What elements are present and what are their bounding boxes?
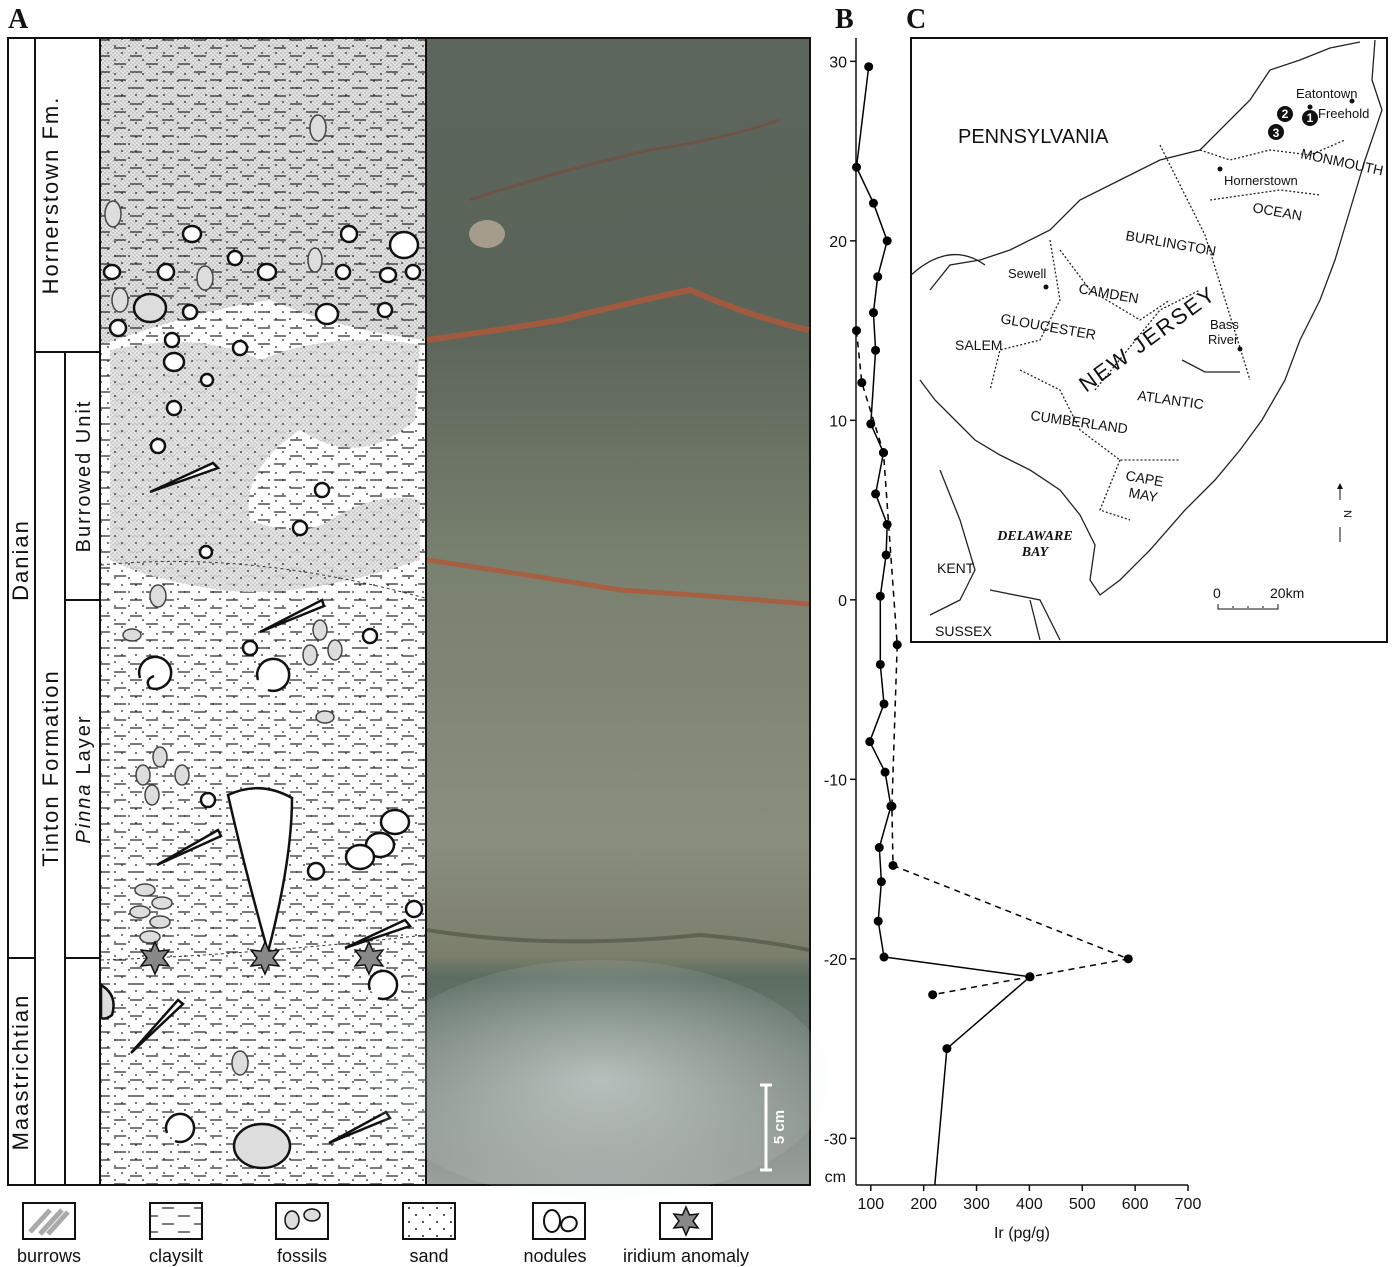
data-point	[871, 345, 881, 355]
town-label: Hornerstown	[1224, 173, 1298, 188]
data-point	[892, 640, 902, 650]
data-point	[879, 699, 889, 709]
legend	[22, 1202, 713, 1240]
legend-label: iridium anomaly	[623, 1246, 749, 1266]
data-point	[873, 272, 883, 282]
map: 1 2 3 PENNSYLVANIA NEW JERSEY MONMOUTH O…	[910, 37, 1388, 643]
y-tick-label: 10	[829, 413, 847, 430]
data-point	[942, 1044, 952, 1054]
data-point	[881, 550, 891, 560]
data-point	[879, 952, 889, 962]
y-tick-label: 30	[829, 54, 847, 71]
town-label: Freehold	[1318, 106, 1369, 121]
unit-label: Burrowed Unit	[73, 400, 95, 553]
data-point	[864, 62, 874, 72]
scale-unit: km	[1286, 585, 1305, 601]
x-tick-label: 200	[910, 1196, 937, 1213]
scale-label: 0	[1213, 585, 1221, 601]
data-point	[857, 378, 867, 388]
town-label: Sewell	[1008, 266, 1046, 281]
data-point	[880, 767, 890, 777]
unit-label-italic: Pinna	[73, 782, 95, 843]
star-symbol	[139, 940, 171, 976]
x-tick-label: 100	[857, 1196, 884, 1213]
site-label: 3	[1273, 126, 1280, 140]
data-point	[865, 737, 875, 747]
data-point	[875, 591, 885, 601]
site-label: 2	[1282, 107, 1289, 121]
star-symbol	[353, 940, 385, 976]
data-point	[875, 659, 885, 669]
series-line	[855, 330, 1132, 996]
panel-label: C	[906, 4, 926, 35]
y-tick-label: 0	[838, 593, 847, 610]
scale-bar-label: 5 cm	[771, 1110, 788, 1144]
unit-label-part: Layer	[73, 714, 95, 774]
y-tick-label: 20	[829, 234, 847, 251]
y-axis-label: cm	[825, 1169, 846, 1186]
state-label: PENNSYLVANIA	[958, 126, 1109, 148]
site-label: 1	[1307, 111, 1314, 125]
data-point	[928, 990, 938, 1000]
y-tick-label: -30	[824, 1131, 847, 1148]
data-point	[1123, 954, 1133, 964]
data-point	[873, 916, 883, 926]
stage-label: Danian	[8, 519, 33, 601]
panel-label: B	[835, 4, 854, 35]
data-point	[868, 198, 878, 208]
data-point	[876, 877, 886, 887]
x-tick-label: 700	[1175, 1196, 1202, 1213]
scale-value: 20	[1270, 585, 1286, 601]
water-label: DELAWARE	[996, 529, 1072, 544]
town-label: Eatontown	[1296, 86, 1357, 101]
x-tick-label: 400	[1016, 1196, 1043, 1213]
north-label: N	[1341, 510, 1353, 518]
legend-label: nodules	[523, 1246, 586, 1266]
legend-labels: burrows claysilt fossils sand nodules ir…	[17, 1246, 749, 1266]
data-point	[888, 860, 898, 870]
formation-label: Tinton Formation	[38, 669, 63, 866]
data-point	[878, 448, 888, 458]
formation-label: Hornerstown Fm.	[38, 96, 63, 295]
x-tick-label: 300	[963, 1196, 990, 1213]
star-symbol	[672, 1205, 700, 1237]
data-point	[882, 519, 892, 529]
data-point	[887, 801, 897, 811]
data-point	[852, 326, 862, 336]
panel-label: A	[8, 4, 29, 35]
y-tick-label: -10	[824, 772, 847, 789]
data-point	[871, 489, 881, 499]
photo: 5 cm	[370, 39, 830, 1200]
stage-label: Maastrichtian	[8, 994, 33, 1151]
county-label: SUSSEX	[935, 623, 992, 639]
data-point	[1025, 972, 1035, 982]
star-symbol	[249, 940, 281, 976]
county-label: MAY	[1127, 484, 1159, 505]
town-label: River	[1208, 332, 1239, 347]
data-point	[882, 236, 892, 246]
data-point	[866, 419, 876, 429]
x-tick-label: 600	[1122, 1196, 1149, 1213]
legend-label: fossils	[277, 1246, 327, 1266]
legend-label: sand	[409, 1246, 448, 1266]
lithology	[99, 39, 426, 1184]
legend-label: claysilt	[149, 1246, 203, 1266]
county-label: SALEM	[955, 337, 1002, 353]
x-tick-label: 500	[1069, 1196, 1096, 1213]
y-tick-label: -20	[824, 952, 847, 969]
water-label: BAY	[1021, 545, 1050, 560]
x-axis-label: Ir (pg/g)	[994, 1225, 1050, 1242]
legend-label: burrows	[17, 1246, 81, 1266]
unit-label: Pinna Layer	[73, 714, 95, 843]
data-point	[874, 843, 884, 853]
county-label: CAPE	[1124, 467, 1164, 489]
county-label: KENT	[937, 560, 975, 576]
data-point	[868, 308, 878, 318]
town-label: Bass	[1210, 317, 1239, 332]
scale-label: 20km	[1270, 585, 1304, 601]
data-point	[852, 162, 862, 172]
